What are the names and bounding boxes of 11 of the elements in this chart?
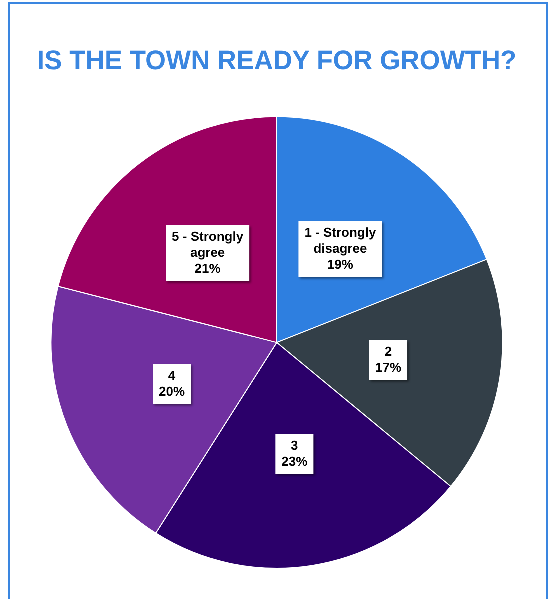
data-label: 21% [194, 261, 222, 276]
data-label: 19% [327, 256, 354, 272]
chart-title: IS THE TOWN READY FOR GROWTH? [37, 45, 517, 76]
slice-label: 3 [291, 438, 298, 453]
data-label: 17% [375, 360, 402, 375]
data-label: 23% [282, 454, 308, 469]
slice-label: 4 [168, 368, 176, 383]
slice-label: 5 - Strongly agree [172, 229, 244, 260]
slice-label: 1 - Strongly disagree [304, 224, 377, 256]
data-label: 20% [159, 384, 186, 399]
slice-label: 2 [384, 344, 392, 359]
